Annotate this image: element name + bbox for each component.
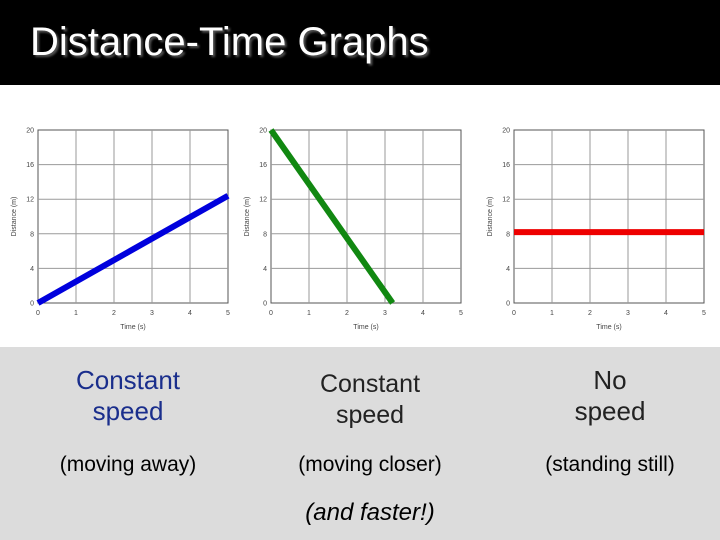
caption-1-subtitle: (moving away) bbox=[59, 453, 197, 476]
caption-1-line1: Constant bbox=[75, 365, 181, 395]
chart-1-y-tick-label: 16 bbox=[26, 162, 34, 169]
chart-1-series-line bbox=[36, 193, 230, 306]
chart-2-x-tick-label: 3 bbox=[383, 310, 387, 317]
chart-3-x-tick-label: 3 bbox=[626, 310, 630, 317]
chart-3-x-tick-label: 1 bbox=[550, 310, 554, 317]
chart-3-x-axis-label: Time (s) bbox=[596, 324, 621, 331]
chart-1-x-tick-label: 0 bbox=[36, 310, 40, 317]
chart-2-y-tick-label: 0 bbox=[263, 301, 267, 308]
chart-3-y-tick-label: 0 bbox=[506, 301, 510, 308]
chart-2-x-tick-label: 5 bbox=[459, 310, 463, 317]
chart-1-y-tick-label: 12 bbox=[26, 197, 34, 204]
chart-2-x-tick-label: 2 bbox=[345, 310, 349, 317]
chart-2-y-tick-label: 8 bbox=[263, 231, 267, 238]
caption-2-line1: Constant bbox=[319, 370, 421, 398]
chart-3-x-tick-label: 2 bbox=[588, 310, 592, 317]
chart-1-x-tick-label: 1 bbox=[74, 310, 78, 317]
chart-3-y-tick-label: 8 bbox=[506, 231, 510, 238]
chart-3-plot-area bbox=[513, 129, 705, 304]
caption-3-line1: No bbox=[593, 365, 627, 395]
chart-2-series-line bbox=[268, 128, 396, 305]
chart-1-x-tick-label: 2 bbox=[112, 310, 116, 317]
caption-3-line2: speed bbox=[574, 396, 646, 426]
chart-2-y-tick-label: 12 bbox=[259, 197, 267, 204]
caption-2-subtitle: (moving closer) bbox=[298, 453, 442, 476]
chart-3-y-axis-label: Distance (m) bbox=[487, 197, 494, 237]
chart-2-x-tick-label: 4 bbox=[421, 310, 425, 317]
captions-area: Constant speed (moving away) Constant sp… bbox=[0, 347, 720, 540]
chart-1-y-tick-label: 4 bbox=[30, 266, 34, 273]
caption-3-subtitle: (standing still) bbox=[545, 453, 675, 476]
chart-3-y-tick-label: 16 bbox=[502, 162, 510, 169]
chart-2-y-tick-label: 20 bbox=[259, 128, 267, 135]
chart-1-y-tick-label: 0 bbox=[30, 301, 34, 308]
chart-3-x-tick-label: 5 bbox=[702, 310, 706, 317]
chart-2-y-tick-label: 16 bbox=[259, 162, 267, 169]
chart-1-x-tick-label: 3 bbox=[150, 310, 154, 317]
chart-1-y-axis-label: Distance (m) bbox=[11, 197, 18, 237]
chart-2-plot-area bbox=[270, 129, 462, 304]
caption-3-title: No speed bbox=[520, 365, 700, 427]
title-bar: Distance-Time Graphs bbox=[0, 0, 720, 85]
caption-2-title: Constant speed bbox=[280, 369, 460, 431]
chart-3-x-tick-label: 4 bbox=[664, 310, 668, 317]
chart-2-y-axis-label: Distance (m) bbox=[244, 197, 251, 237]
chart-3-y-tick-label: 20 bbox=[502, 128, 510, 135]
caption-2-line2: speed bbox=[335, 401, 405, 429]
chart-1-x-tick-label: 5 bbox=[226, 310, 230, 317]
chart-2-y-tick-label: 4 bbox=[263, 266, 267, 273]
chart-1-plot-area bbox=[37, 129, 229, 304]
chart-1-x-axis-label: Time (s) bbox=[120, 324, 145, 331]
graphs-area: 0 1 2 3 4 5 0 4 8 12 16 20 Time (s) Distance (m) 0 1 2 3 4… bbox=[0, 85, 720, 347]
caption-1-title: Constant speed bbox=[38, 365, 218, 427]
chart-3-y-tick-label: 12 bbox=[502, 197, 510, 204]
chart-3-y-tick-label: 4 bbox=[506, 266, 510, 273]
slide-title: Distance-Time Graphs bbox=[30, 20, 429, 64]
chart-1-y-tick-label: 8 bbox=[30, 231, 34, 238]
chart-2-x-axis-label: Time (s) bbox=[353, 324, 378, 331]
caption-2-extra: (and faster!) bbox=[305, 499, 435, 526]
chart-2-x-tick-label: 1 bbox=[307, 310, 311, 317]
chart-3-x-tick-label: 0 bbox=[512, 310, 516, 317]
chart-1-y-tick-label: 20 bbox=[26, 128, 34, 135]
caption-1-line2: speed bbox=[92, 396, 164, 426]
chart-2-x-tick-label: 0 bbox=[269, 310, 273, 317]
chart-1-x-tick-label: 4 bbox=[188, 310, 192, 317]
